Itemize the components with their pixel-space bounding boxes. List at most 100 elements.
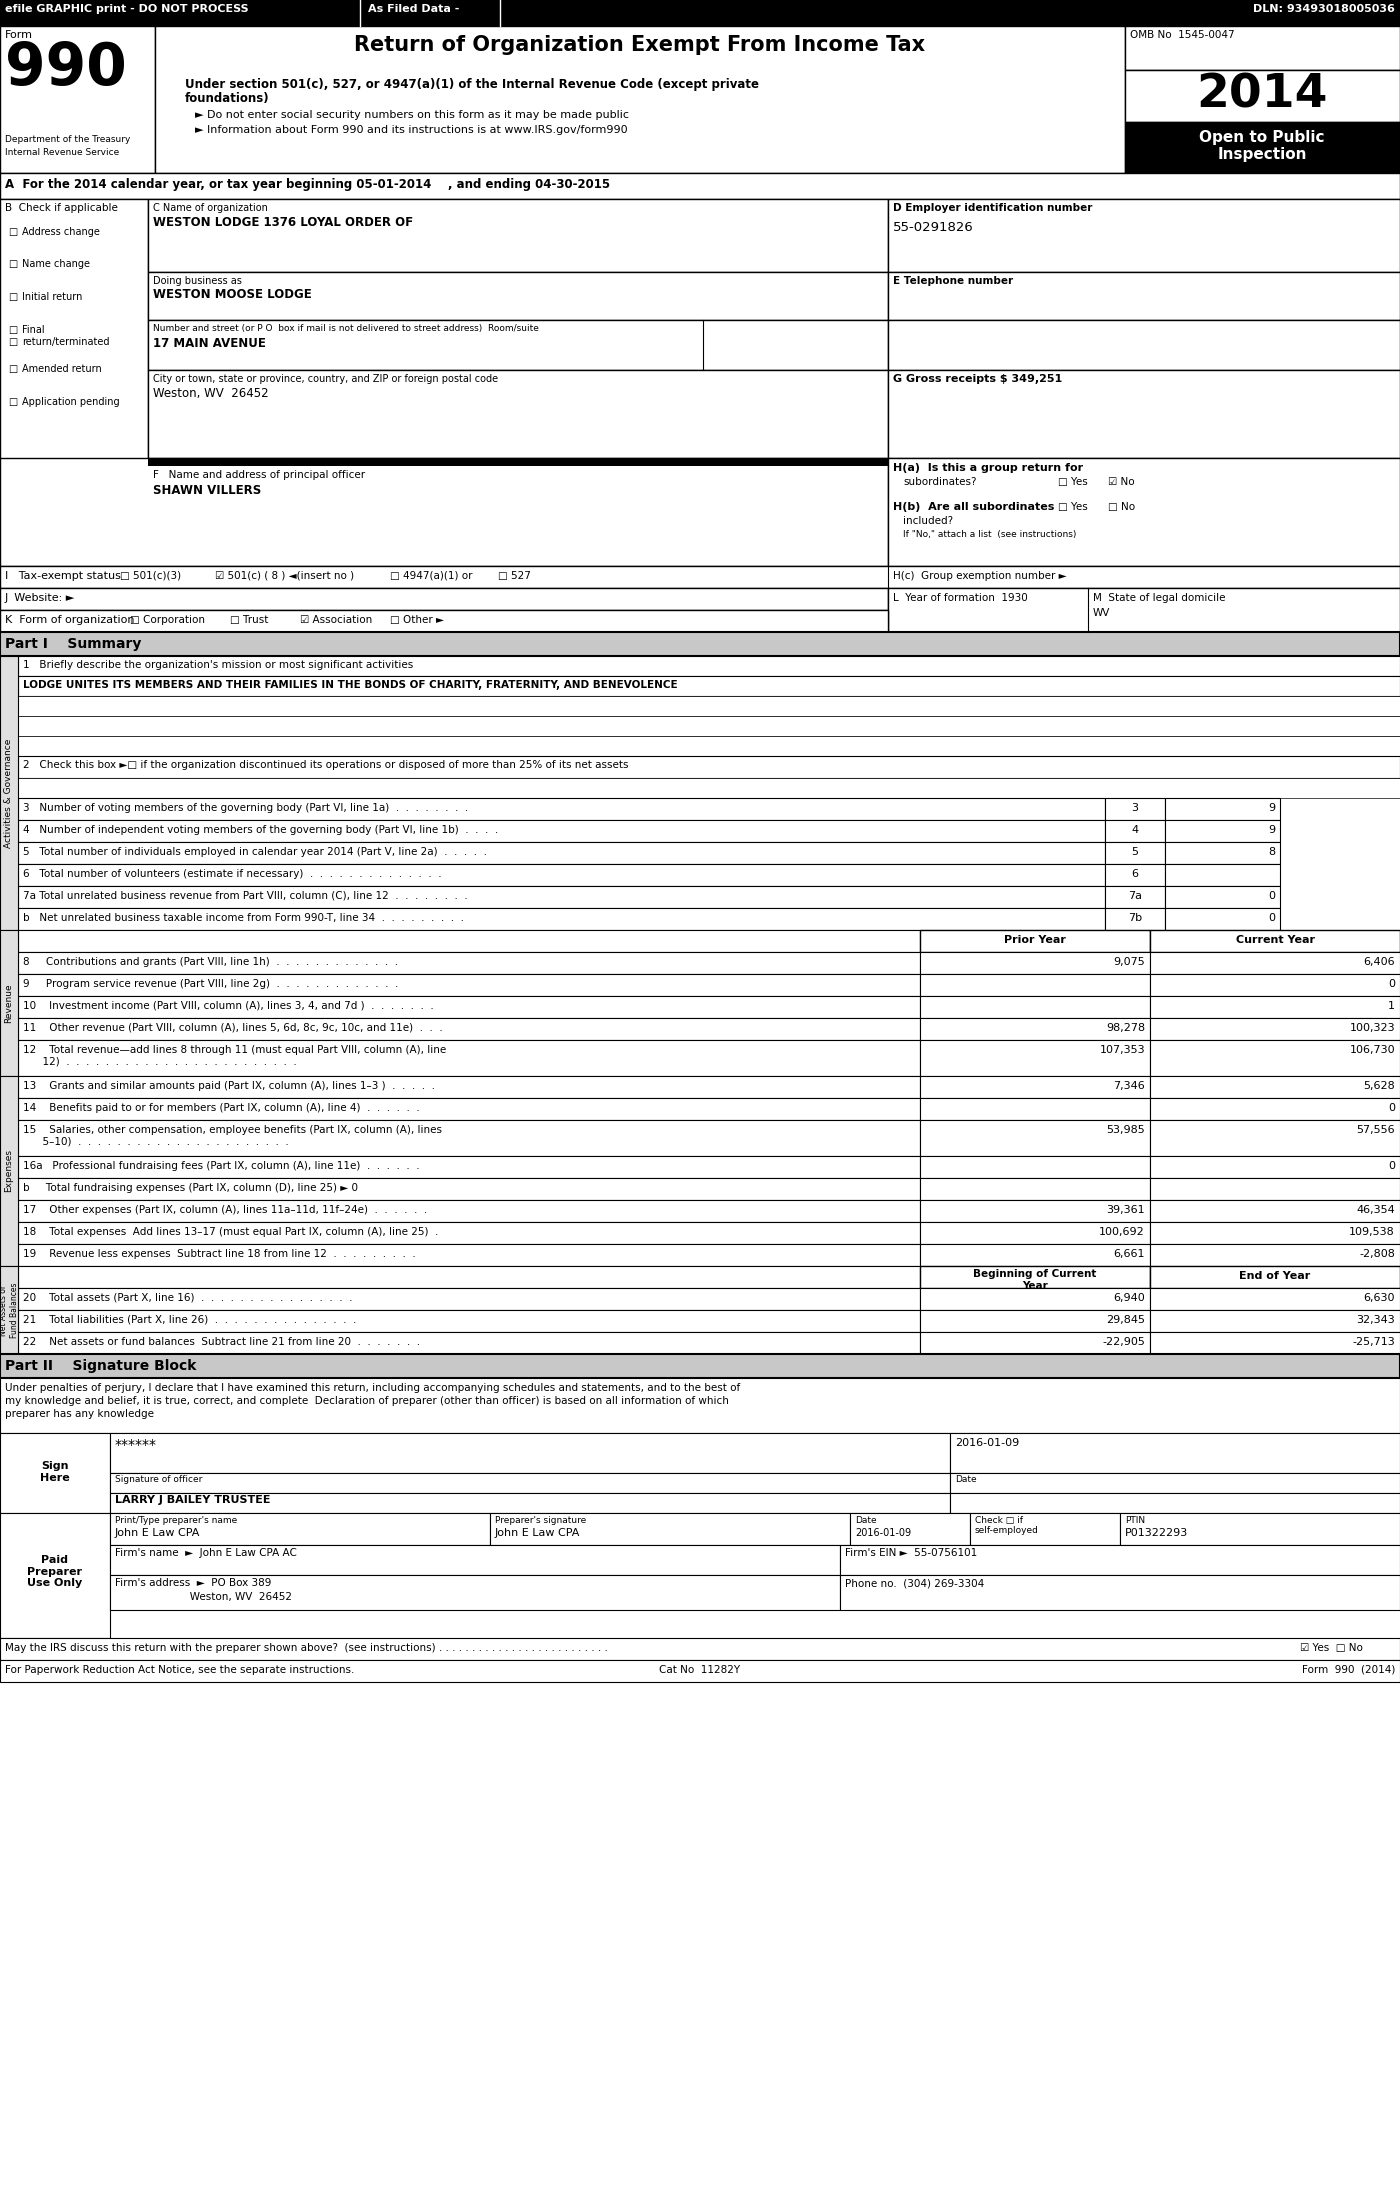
Bar [920,1265,1149,1287]
Text: Date: Date [855,1517,876,1526]
Text: 22    Net assets or fund balances  Subtract line 21 from line 20  .  .  .  .  . : 22 Net assets or fund balances Subtract … [22,1337,420,1346]
Text: 12    Total revenue—add lines 8 through 11 (must equal Part VIII, column (A), li: 12 Total revenue—add lines 8 through 11 … [22,1044,447,1066]
Text: Final: Final [22,324,45,335]
Bar [1149,1243,1400,1265]
Text: 5   Total number of individuals employed in calendar year 2014 (Part V, line 2a): 5 Total number of individuals employed i… [22,847,487,858]
Text: 29,845: 29,845 [1106,1316,1145,1324]
Text: -25,713: -25,713 [1352,1337,1394,1346]
Text: 107,353: 107,353 [1099,1044,1145,1055]
Text: OMB No  1545-0047: OMB No 1545-0047 [1130,31,1235,39]
Text: 0: 0 [1387,978,1394,989]
Bar [0,567,1400,589]
Text: -22,905: -22,905 [1102,1337,1145,1346]
Text: 55-0291826: 55-0291826 [893,221,974,234]
Bar [18,1243,920,1265]
Bar [1149,996,1400,1018]
Bar [18,821,1105,843]
Text: Name change: Name change [22,258,90,269]
Bar [1105,887,1165,908]
Bar [1126,70,1400,123]
Bar [18,755,1400,777]
Bar [1126,123,1400,173]
Text: □: □ [8,363,17,374]
Bar [951,1493,1400,1513]
Bar [0,1434,111,1513]
Bar [920,1178,1149,1200]
Text: ► Information about Form 990 and its instructions is at www.IRS.gov/form990: ► Information about Form 990 and its ins… [195,125,627,136]
Bar [951,1434,1400,1473]
Bar [18,1121,920,1156]
Text: ☑ Association: ☑ Association [300,615,372,626]
Bar [0,633,1400,657]
Text: return/terminated: return/terminated [22,337,109,348]
Text: □: □ [8,337,17,348]
Bar [18,1178,920,1200]
Text: As Filed Data -: As Filed Data - [368,4,459,13]
Bar [1149,930,1400,952]
Text: End of Year: End of Year [1239,1272,1310,1281]
Text: 17 MAIN AVENUE: 17 MAIN AVENUE [153,337,266,350]
Bar [888,199,1400,271]
Text: 9: 9 [1268,825,1275,834]
Text: 4: 4 [1131,825,1138,834]
Text: City or town, state or province, country, and ZIP or foreign postal code: City or town, state or province, country… [153,374,498,383]
Bar [148,320,888,370]
Text: ☑ 501(c) ( 8 ) ◄(insert no ): ☑ 501(c) ( 8 ) ◄(insert no ) [216,571,354,580]
Bar [920,1287,1149,1309]
Text: Firm's address  ►  PO Box 389: Firm's address ► PO Box 389 [115,1578,272,1587]
Text: Prior Year: Prior Year [1004,935,1065,946]
Text: M  State of legal domicile: M State of legal domicile [1093,593,1225,602]
Bar [1165,908,1280,930]
Bar [840,1545,1400,1576]
Bar [1149,1099,1400,1121]
Bar [18,1309,920,1331]
Text: Form  990  (2014): Form 990 (2014) [1302,1666,1394,1675]
Bar [1149,1265,1400,1287]
Text: LODGE UNITES ITS MEMBERS AND THEIR FAMILIES IN THE BONDS OF CHARITY, FRATERNITY,: LODGE UNITES ITS MEMBERS AND THEIR FAMIL… [22,681,678,690]
Text: Department of the Treasury: Department of the Treasury [6,136,130,144]
Bar [920,996,1149,1018]
Text: 990: 990 [6,39,127,96]
Bar [951,1473,1400,1493]
Bar [148,199,888,271]
Bar [18,1018,920,1040]
Text: Part I    Summary: Part I Summary [6,637,141,650]
Text: A  For the 2014 calendar year, or tax year beginning 05-01-2014    , and ending : A For the 2014 calendar year, or tax yea… [6,177,610,190]
Bar [920,1331,1149,1355]
Bar [1149,1309,1400,1331]
Bar [0,1637,1400,1659]
Bar [18,736,1400,755]
Text: DLN: 93493018005036: DLN: 93493018005036 [1253,4,1394,13]
Text: □: □ [8,228,17,236]
Bar [18,908,1105,930]
Text: 8     Contributions and grants (Part VIII, line 1h)  .  .  .  .  .  .  .  .  .  : 8 Contributions and grants (Part VIII, l… [22,957,398,968]
Text: Activities & Governance: Activities & Governance [4,738,14,847]
Bar [148,370,888,458]
Text: 0: 0 [1268,891,1275,902]
Text: Sign
Here: Sign Here [41,1460,70,1482]
Bar [18,952,920,974]
Text: □ 501(c)(3): □ 501(c)(3) [120,571,181,580]
Bar [920,1040,1149,1077]
Bar [1149,952,1400,974]
Bar [1149,1178,1400,1200]
Bar [840,1576,1400,1609]
Bar [1105,908,1165,930]
Bar [920,1200,1149,1221]
Text: Part II    Signature Block: Part II Signature Block [6,1359,196,1373]
Text: □ Yes: □ Yes [1058,477,1088,486]
Bar [888,271,1400,320]
Text: P01322293: P01322293 [1126,1528,1189,1539]
Bar [0,199,148,460]
Text: I   Tax-exempt status: I Tax-exempt status [6,571,120,580]
Text: ☑ No: ☑ No [1107,477,1134,486]
Bar [920,1156,1149,1178]
Text: ☑ Yes  □ No: ☑ Yes □ No [1301,1644,1362,1653]
Text: 5: 5 [1131,847,1138,858]
Bar [1149,1040,1400,1077]
Text: H(a)  Is this a group return for: H(a) Is this a group return for [893,464,1084,473]
Bar [970,1513,1120,1545]
Text: 11    Other revenue (Part VIII, column (A), lines 5, 6d, 8c, 9c, 10c, and 11e)  : 11 Other revenue (Part VIII, column (A),… [22,1022,442,1033]
Bar [148,458,888,466]
Text: 98,278: 98,278 [1106,1022,1145,1033]
